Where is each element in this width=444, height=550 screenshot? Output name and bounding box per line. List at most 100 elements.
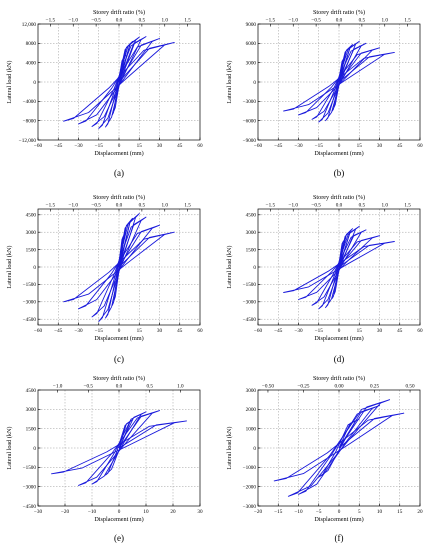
x2-tick-label: 1.0 xyxy=(162,18,169,24)
x2-tick-label: 0.5 xyxy=(146,384,153,390)
y-tick-label: 3000 xyxy=(246,60,257,66)
x-tick-label: 60 xyxy=(417,328,423,334)
hysteresis-loop-3 xyxy=(78,410,160,486)
x-axis-label: Displacement (mm) xyxy=(94,516,143,523)
x-tick-label: 20 xyxy=(170,509,176,515)
chart-panel-b: −60 −45 −30 −15 0 15 30 45 60 −1.5 −1.0 −0.5 0.0 0.5 1… xyxy=(226,9,423,178)
y-tick-label: 9000 xyxy=(246,22,257,28)
x-tick-label: −15 xyxy=(95,143,104,149)
x2-tick-label: −0.5 xyxy=(311,203,321,209)
y-tick-label: 0 xyxy=(33,446,36,452)
x-axis-label: Displacement (mm) xyxy=(94,335,143,342)
x2-tick-label: −0.5 xyxy=(84,384,94,390)
x2-tick-label: 1.0 xyxy=(382,203,389,209)
x2-tick-label: 1.5 xyxy=(184,203,191,209)
x-tick-label: 0 xyxy=(118,143,121,149)
x-tick-label: −60 xyxy=(254,143,263,149)
y-axis-label: Lateral load (kN) xyxy=(6,246,13,289)
y-tick-label: 1500 xyxy=(26,247,37,253)
x2-tick-label: −0.5 xyxy=(91,18,101,24)
panel-caption: (b) xyxy=(334,168,345,178)
y-tick-label: 8000 xyxy=(26,41,37,47)
x2-axis-label: Storey drift ratio (%) xyxy=(93,9,145,16)
x2-tick-label: 1.0 xyxy=(177,384,184,390)
x2-tick-label: 0.0 xyxy=(116,203,123,209)
hysteresis-loop-4 xyxy=(311,229,367,306)
x2-axis-label: Storey drift ratio (%) xyxy=(313,375,365,382)
x-tick-label: −30 xyxy=(34,509,43,515)
x-tick-label: −30 xyxy=(294,328,303,334)
y-tick-label: 3000 xyxy=(26,407,37,413)
x2-tick-label: 0.5 xyxy=(359,18,366,24)
x2-tick-label: 1.5 xyxy=(404,203,411,209)
y-tick-label: −6000 xyxy=(243,118,257,124)
y-tick-label: 1500 xyxy=(26,426,37,432)
x2-tick-label: −1.5 xyxy=(46,18,56,24)
x-tick-label: 60 xyxy=(197,328,203,334)
x-tick-label: 60 xyxy=(197,143,203,149)
x2-tick-label: 1.5 xyxy=(184,18,191,24)
x-tick-label: −20 xyxy=(61,509,70,515)
x-tick-label: −45 xyxy=(274,328,283,334)
x-tick-label: −30 xyxy=(294,143,303,149)
x2-tick-label: −1.0 xyxy=(289,18,299,24)
x2-tick-label: 1.0 xyxy=(162,203,169,209)
x2-tick-label: 0.00 xyxy=(334,384,343,390)
x2-tick-label: 1.5 xyxy=(404,18,411,24)
y-tick-label: 0 xyxy=(253,80,256,86)
x-tick-label: −30 xyxy=(74,143,83,149)
x-tick-label: −10 xyxy=(88,509,97,515)
x-tick-label: −60 xyxy=(34,328,43,334)
x-tick-label: 15 xyxy=(137,143,143,149)
y-tick-label: 0 xyxy=(253,265,256,271)
panel-caption: (e) xyxy=(114,533,124,543)
x-tick-label: −45 xyxy=(274,143,283,149)
y-tick-label: 4000 xyxy=(26,60,37,66)
x-tick-label: 0 xyxy=(338,143,341,149)
x2-tick-label: 0.5 xyxy=(139,203,146,209)
y-tick-label: −8000 xyxy=(23,118,37,124)
x2-tick-label: 1.0 xyxy=(382,18,389,24)
x2-tick-label: 0.5 xyxy=(359,203,366,209)
x2-axis-label: Storey drift ratio (%) xyxy=(313,194,365,201)
x-tick-label: 45 xyxy=(397,328,403,334)
x2-axis-label: Storey drift ratio (%) xyxy=(93,375,145,382)
y-tick-label: −4500 xyxy=(23,317,37,323)
hysteresis-loop-5 xyxy=(78,224,160,310)
x-tick-label: 30 xyxy=(197,509,203,515)
x2-tick-label: 0.0 xyxy=(336,203,343,209)
hysteresis-loop-6 xyxy=(283,51,395,112)
y-tick-label: −1000 xyxy=(243,465,257,471)
panel-caption: (a) xyxy=(114,168,124,178)
x-tick-label: −45 xyxy=(54,143,63,149)
panel-caption: (c) xyxy=(114,354,124,364)
hysteresis-loop-3 xyxy=(287,399,391,497)
y-tick-label: 0 xyxy=(253,446,256,452)
y-tick-label: −2000 xyxy=(243,484,257,490)
x-tick-label: 30 xyxy=(157,143,163,149)
y-tick-label: 4500 xyxy=(246,213,257,219)
x-tick-label: 20 xyxy=(417,509,423,515)
x-tick-label: −60 xyxy=(34,143,43,149)
x-tick-label: 60 xyxy=(417,143,423,149)
y-tick-label: −4500 xyxy=(23,504,37,510)
y-tick-label: 2000 xyxy=(246,407,257,413)
x2-tick-label: −1.0 xyxy=(69,203,79,209)
x2-axis-label: Storey drift ratio (%) xyxy=(313,9,365,16)
x-axis-label: Displacement (mm) xyxy=(314,150,363,157)
x-tick-label: 15 xyxy=(357,143,363,149)
y-tick-label: 3000 xyxy=(26,230,37,236)
x2-tick-label: −1.0 xyxy=(53,384,63,390)
y-tick-label: 0 xyxy=(33,265,36,271)
x-tick-label: 45 xyxy=(177,328,183,334)
x2-tick-label: −0.5 xyxy=(311,18,321,24)
hysteresis-loop-5 xyxy=(298,235,380,300)
hysteresis-loop-4 xyxy=(91,216,147,318)
hysteresis-loop-6 xyxy=(283,241,395,293)
y-tick-label: −12,000 xyxy=(19,138,37,144)
hysteresis-loop-4 xyxy=(91,36,147,127)
y-axis-label: Lateral load (kN) xyxy=(226,246,233,289)
x-tick-label: −15 xyxy=(315,143,324,149)
y-tick-label: −1500 xyxy=(23,465,37,471)
hysteresis-loop-4 xyxy=(51,420,187,475)
